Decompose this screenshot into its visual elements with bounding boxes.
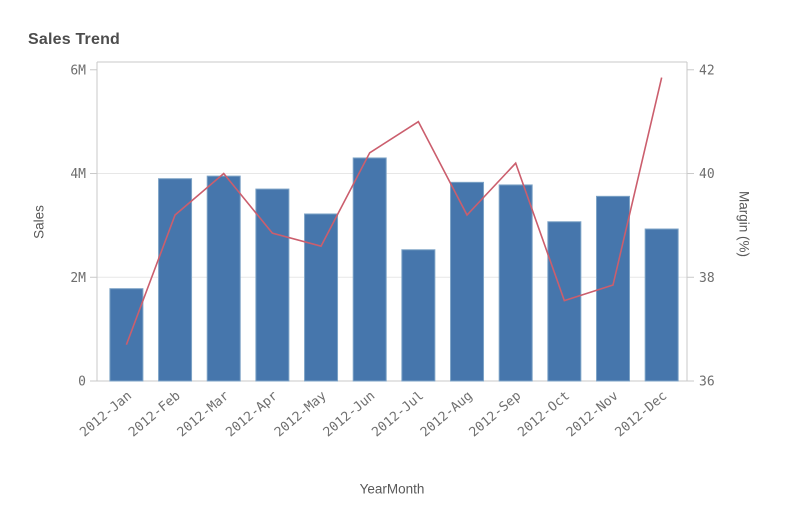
sales-bar-2012-Jun[interactable] [352, 157, 387, 382]
x-axis-label-2012-Jan[interactable]: 2012-Jan [77, 389, 135, 441]
left-tick-label: 2M [70, 271, 86, 286]
right-tick-label: 42 [699, 63, 715, 78]
sales-bar-2012-Apr[interactable] [255, 188, 290, 382]
sales-bar-2012-Sep[interactable] [498, 184, 533, 382]
x-axis-label-2012-Mar[interactable]: 2012-Mar [175, 388, 233, 440]
sales-bar-2012-Feb[interactable] [158, 178, 193, 382]
sales-bar-2012-Jul[interactable] [401, 249, 436, 382]
right-axis-title: Margin (%) [736, 190, 752, 258]
x-axis-label-2012-Aug[interactable]: 2012-Aug [418, 389, 476, 441]
x-axis-label-2012-Jun[interactable]: 2012-Jun [321, 389, 379, 441]
left-tick-label: 0 [78, 375, 86, 390]
sales-bar-2012-Jan[interactable] [109, 288, 144, 382]
x-axis-label-2012-Jul[interactable]: 2012-Jul [369, 389, 427, 441]
left-axis-title: Sales [31, 205, 47, 239]
left-tick-label: 4M [70, 167, 86, 182]
sales-bar-2012-Dec[interactable] [644, 228, 679, 382]
x-axis-label-2012-Nov[interactable]: 2012-Nov [564, 388, 622, 440]
x-axis-label-2012-Apr[interactable]: 2012-Apr [223, 388, 281, 440]
right-tick-label: 38 [699, 271, 715, 286]
x-axis-label-2012-May[interactable]: 2012-May [272, 388, 330, 440]
sales-bar-2012-Mar[interactable] [206, 175, 241, 382]
margin-line[interactable] [125, 77, 663, 345]
x-axis-label-2012-Sep[interactable]: 2012-Sep [467, 388, 525, 440]
left-tick-label: 6M [70, 63, 86, 78]
sales-bar-2012-May[interactable] [304, 213, 339, 382]
sales-bar-2012-Aug[interactable] [450, 181, 485, 382]
x-axis-title: YearMonth [359, 481, 425, 497]
x-axis-label-2012-Oct[interactable]: 2012-Oct [515, 389, 573, 441]
x-axis-label-2012-Dec[interactable]: 2012-Dec [613, 389, 671, 441]
right-tick-label: 40 [699, 167, 715, 182]
right-tick-label: 36 [699, 375, 715, 390]
x-axis-label-2012-Feb[interactable]: 2012-Feb [126, 388, 184, 440]
chart-title: Sales Trend [28, 31, 121, 48]
